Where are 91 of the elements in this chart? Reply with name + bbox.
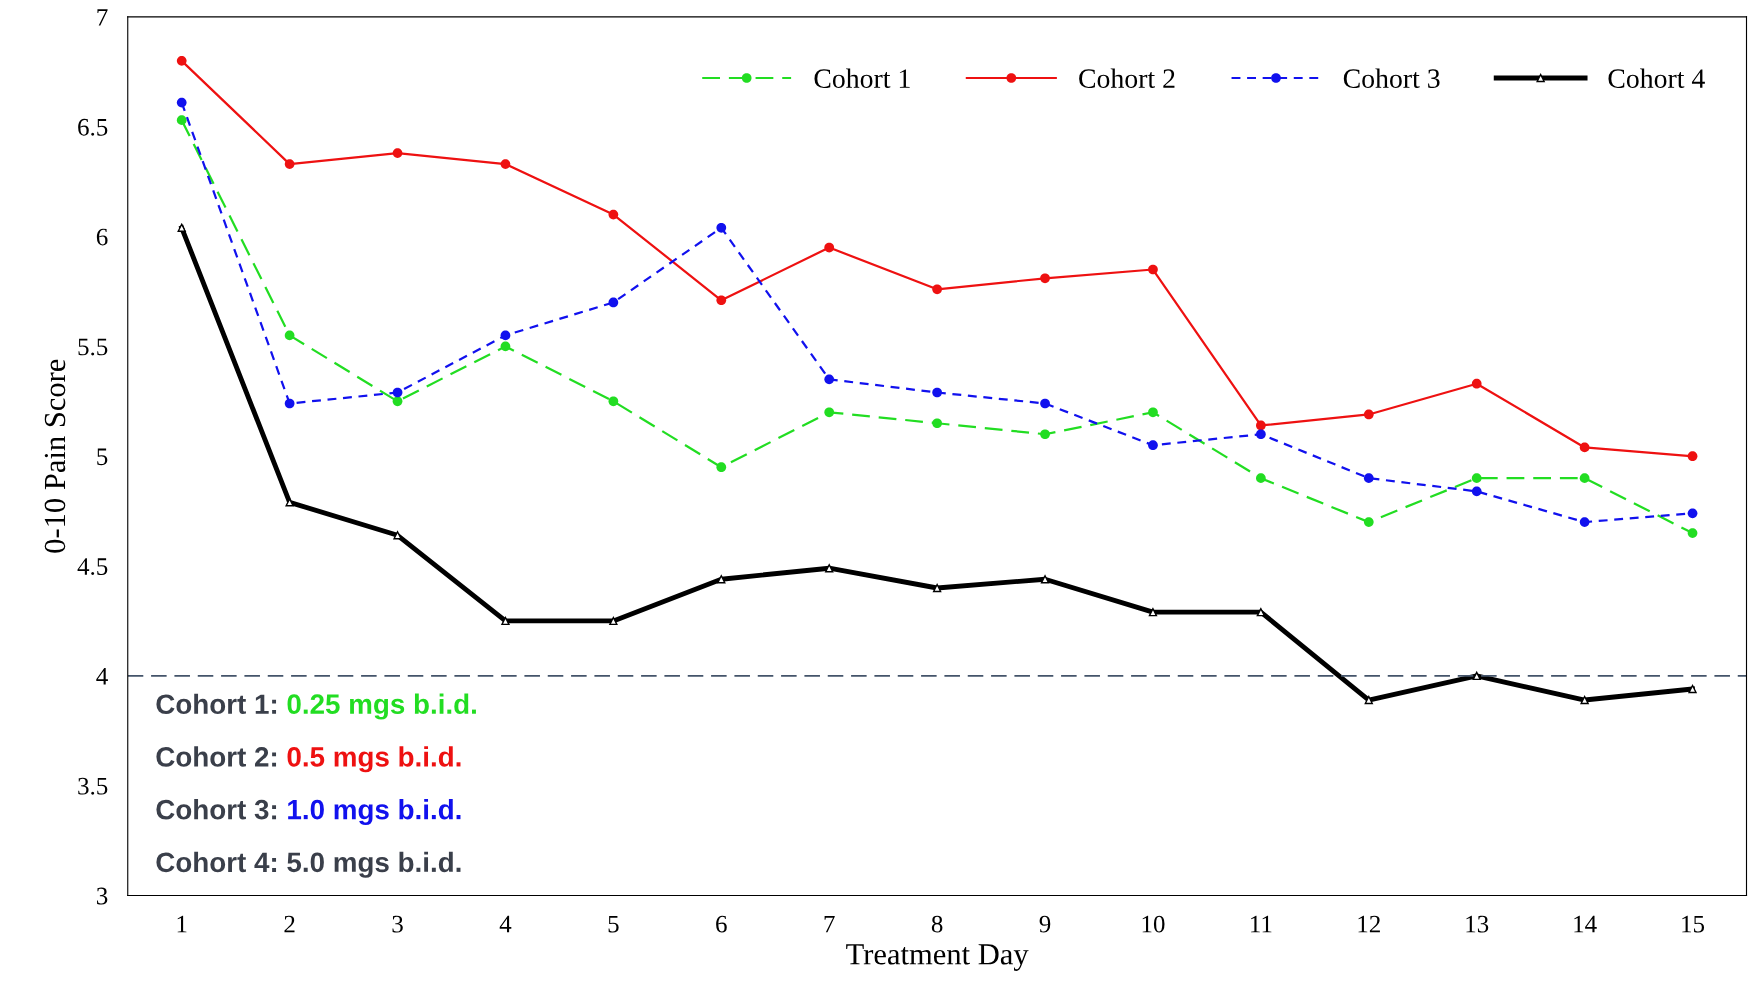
x-tick-label: 7 [824, 915, 835, 933]
point [285, 498, 294, 507]
x-tick-label: 9 [1039, 915, 1051, 933]
point [716, 295, 727, 306]
point [500, 330, 511, 341]
point [824, 407, 835, 418]
x-tick-label: 3 [392, 915, 403, 933]
point [1471, 378, 1482, 389]
y-tick-label: 7 [97, 9, 108, 26]
point [609, 616, 618, 626]
point [932, 583, 942, 593]
point [500, 341, 511, 352]
point [716, 462, 727, 473]
x-tick-label: 1 [177, 915, 187, 933]
point [1363, 473, 1374, 484]
point [1687, 451, 1698, 462]
point [1148, 264, 1158, 275]
point [501, 616, 510, 626]
y-tick-label: 5.5 [78, 338, 108, 356]
point [825, 564, 834, 573]
annotation: Cohort 2: 0.5 mgs b.i.d. [156, 746, 461, 773]
y-tick-label: 3.5 [78, 777, 108, 795]
point [608, 396, 619, 407]
point [1580, 695, 1589, 705]
point [1688, 684, 1697, 694]
point [716, 222, 727, 233]
point [1040, 575, 1050, 584]
point [176, 115, 187, 126]
x-tick-label: 11 [1251, 915, 1272, 933]
point [824, 374, 835, 385]
point [176, 97, 187, 108]
point [1256, 420, 1266, 431]
point [608, 297, 619, 308]
point [1472, 671, 1481, 681]
x-axis-title: Treatment Day [846, 944, 1029, 971]
point [1363, 517, 1374, 527]
y-tick-label: 5 [97, 448, 108, 466]
y-axis-title: 0-10 Pain Score [44, 359, 66, 553]
point [1148, 440, 1158, 451]
x-tick-label: 15 [1682, 915, 1705, 933]
annotation: Cohort 4: 5.0 mgs b.i.d. [156, 851, 461, 878]
point [500, 159, 511, 169]
annotation: Cohort 3: 1.0 mgs b.i.d. [156, 799, 461, 826]
point [284, 398, 295, 409]
point [1363, 409, 1374, 420]
point [717, 575, 726, 584]
point [176, 55, 187, 66]
point [1364, 695, 1373, 705]
point [1579, 442, 1590, 453]
point [1687, 508, 1698, 519]
x-tick-label: 5 [608, 915, 619, 933]
point [1471, 473, 1482, 484]
point [284, 330, 295, 341]
point [284, 159, 295, 169]
point [824, 242, 835, 253]
x-tick-label: 14 [1574, 915, 1597, 933]
point [1256, 429, 1266, 440]
legend-label: Cohort 2 [1079, 68, 1175, 88]
x-tick-label: 13 [1466, 915, 1489, 933]
y-tick-label: 6.5 [78, 118, 108, 136]
point [1040, 273, 1050, 284]
point [1579, 473, 1590, 484]
point [932, 284, 942, 295]
point [1148, 407, 1158, 418]
point [1471, 486, 1482, 497]
legend-label: Cohort 1 [814, 68, 910, 88]
legend-label: Cohort 4 [1608, 68, 1705, 88]
y-tick-label: 6 [96, 228, 108, 246]
point [1148, 607, 1158, 617]
legend-label: Cohort 3 [1343, 68, 1440, 88]
x-tick-label: 8 [931, 915, 943, 933]
point [1040, 398, 1050, 409]
point [1040, 429, 1050, 440]
point [1687, 528, 1698, 538]
point [177, 223, 186, 232]
x-tick-label: 6 [716, 915, 727, 933]
point [1256, 473, 1266, 484]
point [392, 387, 403, 398]
point [932, 418, 942, 429]
point [1579, 517, 1590, 527]
y-tick-label: 4.5 [77, 558, 108, 576]
x-tick-label: 12 [1358, 915, 1380, 933]
y-tick-label: 4 [96, 668, 108, 685]
x-tick-label: 4 [499, 915, 512, 933]
point [608, 209, 619, 220]
y-tick-label: 3 [97, 887, 108, 905]
point [932, 387, 942, 398]
point [392, 148, 403, 158]
x-tick-label: 10 [1142, 915, 1165, 933]
annotation: Cohort 1: 0.25 mgs b.i.d. [156, 693, 476, 720]
x-tick-label: 2 [284, 915, 295, 933]
